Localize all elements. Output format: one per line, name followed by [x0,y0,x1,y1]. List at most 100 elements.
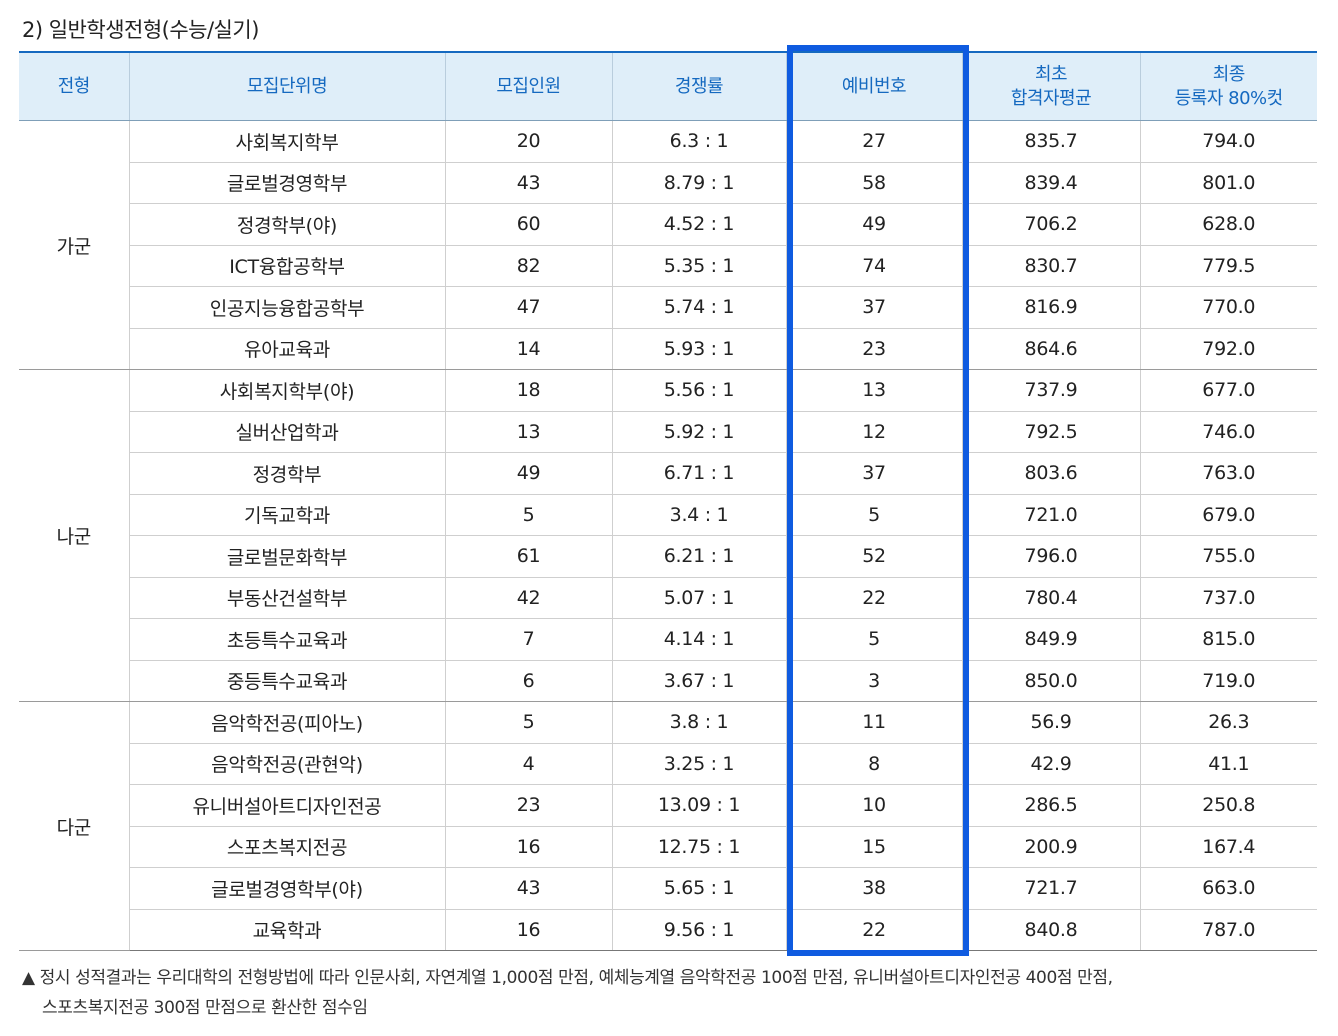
table-row: 초등특수교육과 7 4.14 : 1 5 849.9 815.0 [19,618,1317,661]
cell-quota: 7 [444,618,612,661]
header-waitlist: 예비번호 [785,51,962,121]
table-row: 글로벌경영학부(야) 43 5.65 : 1 38 721.7 663.0 [19,867,1317,910]
table-row: 가군 사회복지학부 20 6.3 : 1 27 835.7 794.0 [19,120,1317,370]
cell-rate: 12.75 : 1 [611,826,786,868]
cell-first-avg: 286.5 [961,784,1140,827]
cell-rate: 3.25 : 1 [611,743,786,785]
cell-first-avg: 864.6 [961,328,1140,370]
cell-quota: 82 [444,245,612,287]
cell-final: 787.0 [1139,909,1317,951]
group-cell: 나군 [19,369,129,702]
cell-final: 250.8 [1139,784,1317,827]
cell-first-avg: 796.0 [961,535,1140,578]
table-row: 정경학부(야) 60 4.52 : 1 49 706.2 628.0 [19,203,1317,246]
cell-rate: 6.71 : 1 [611,452,786,495]
cell-unit: 정경학부 [128,452,445,495]
cell-quota: 49 [444,452,612,495]
cell-quota: 13 [444,411,612,453]
cell-first-avg: 780.4 [961,577,1140,619]
cell-unit: 글로벌경영학부 [128,162,445,204]
cell-first-avg: 56.9 [961,701,1140,744]
table-row: 다군 음악학전공(피아노) 5 3.8 : 1 11 56.9 26.3 [19,701,1317,951]
table-row: 스포츠복지전공 16 12.75 : 1 15 200.9 167.4 [19,826,1317,868]
cell-final: 801.0 [1139,162,1317,204]
cell-final: 737.0 [1139,577,1317,619]
table-row: 유니버설아트디자인전공 23 13.09 : 1 10 286.5 250.8 [19,784,1317,827]
cell-unit: 음악학전공(피아노) [128,701,445,744]
table-row: 정경학부 49 6.71 : 1 37 803.6 763.0 [19,452,1317,495]
cell-quota: 18 [444,369,612,412]
table-row: 실버산업학과 13 5.92 : 1 12 792.5 746.0 [19,411,1317,453]
header-first-avg: 최초 합격자평균 [961,51,1140,121]
cell-first-avg: 849.9 [961,618,1140,661]
cell-waitlist: 58 [785,162,962,204]
cell-rate: 5.93 : 1 [611,328,786,370]
cell-waitlist: 22 [785,577,962,619]
cell-first-avg: 816.9 [961,286,1140,329]
cell-final: 26.3 [1139,701,1317,744]
cell-waitlist: 11 [785,701,962,744]
cell-waitlist: 37 [785,286,962,329]
cell-unit: 음악학전공(관현악) [128,743,445,785]
cell-final: 628.0 [1139,203,1317,246]
table-body: 가군 사회복지학부 20 6.3 : 1 27 835.7 794.0 글로벌경영학부 43 8.… [19,120,1317,951]
cell-first-avg: 737.9 [961,369,1140,412]
table-row: 교육학과 16 9.56 : 1 22 840.8 787.0 [19,909,1317,951]
cell-quota: 42 [444,577,612,619]
cell-unit: 사회복지학부 [128,120,445,163]
table-row: 인공지능융합공학부 47 5.74 : 1 37 816.9 770.0 [19,286,1317,329]
cell-first-avg: 839.4 [961,162,1140,204]
cell-waitlist: 8 [785,743,962,785]
cell-waitlist: 5 [785,618,962,661]
footnote: ▲ 정시 성적결과는 우리대학의 전형방법에 따라 인문사회, 자연계열 1,0… [22,963,1322,1023]
header-row: 전형 모집단위명 모집인원 경쟁률 예비번호 최초 합격자평균 최종 등록자 80%… [19,51,1317,121]
cell-unit: 글로벌경영학부(야) [128,867,445,910]
cell-unit: 스포츠복지전공 [128,826,445,868]
cell-quota: 61 [444,535,612,578]
cell-rate: 3.67 : 1 [611,660,786,702]
cell-waitlist: 38 [785,867,962,910]
cell-waitlist: 74 [785,245,962,287]
cell-rate: 6.21 : 1 [611,535,786,578]
cell-rate: 5.56 : 1 [611,369,786,412]
cell-final: 746.0 [1139,411,1317,453]
cell-unit: 유아교육과 [128,328,445,370]
cell-final: 41.1 [1139,743,1317,785]
table-row: 글로벌경영학부 43 8.79 : 1 58 839.4 801.0 [19,162,1317,204]
cell-rate: 5.92 : 1 [611,411,786,453]
cell-first-avg: 840.8 [961,909,1140,951]
cell-final: 794.0 [1139,120,1317,163]
section-title: 2) 일반학생전형(수능/실기) [22,18,259,42]
cell-first-avg: 850.0 [961,660,1140,702]
group-cell: 다군 [19,701,129,951]
table-row: 글로벌문화학부 61 6.21 : 1 52 796.0 755.0 [19,535,1317,578]
cell-final: 770.0 [1139,286,1317,329]
group-cell: 가군 [19,120,129,370]
cell-unit: 사회복지학부(야) [128,369,445,412]
cell-waitlist: 22 [785,909,962,951]
cell-unit: 기독교학과 [128,494,445,536]
cell-first-avg: 803.6 [961,452,1140,495]
header-rate: 경쟁률 [611,51,786,121]
header-unit: 모집단위명 [128,51,445,121]
cell-waitlist: 13 [785,369,962,412]
cell-rate: 5.74 : 1 [611,286,786,329]
table-row: 기독교학과 5 3.4 : 1 5 721.0 679.0 [19,494,1317,536]
cell-quota: 43 [444,162,612,204]
cell-rate: 6.3 : 1 [611,120,786,163]
table-row: 부동산건설학부 42 5.07 : 1 22 780.4 737.0 [19,577,1317,619]
cell-rate: 3.8 : 1 [611,701,786,744]
footnote-line-2: 스포츠복지전공 300점 만점으로 환산한 점수임 [42,998,368,1018]
cell-quota: 23 [444,784,612,827]
cell-waitlist: 10 [785,784,962,827]
cell-waitlist: 12 [785,411,962,453]
cell-quota: 47 [444,286,612,329]
cell-unit: 글로벌문화학부 [128,535,445,578]
cell-final: 792.0 [1139,328,1317,370]
cell-unit: ICT융합공학부 [128,245,445,287]
cell-quota: 20 [444,120,612,163]
table-row: 유아교육과 14 5.93 : 1 23 864.6 792.0 [19,328,1317,370]
cell-final: 763.0 [1139,452,1317,495]
cell-waitlist: 15 [785,826,962,868]
header-quota: 모집인원 [444,51,612,121]
